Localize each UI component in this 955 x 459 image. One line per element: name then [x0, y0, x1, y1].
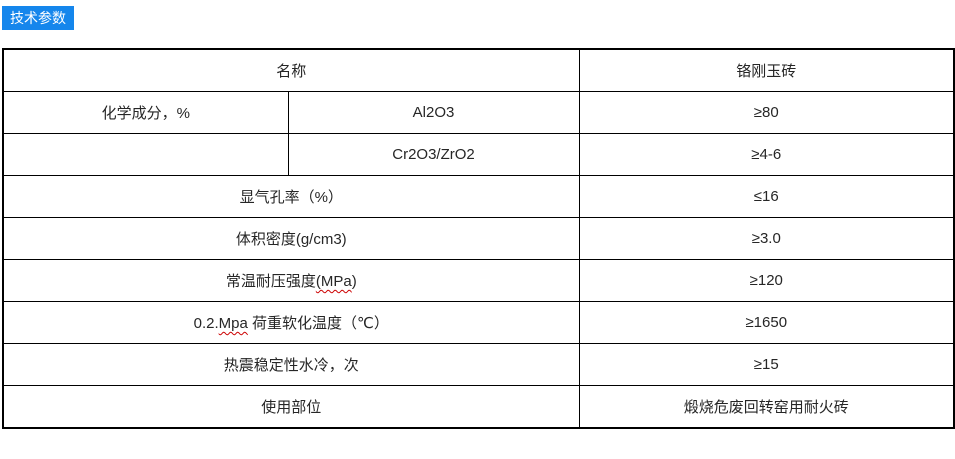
- chemistry-al2o3-value-cell: ≥80: [578, 91, 955, 134]
- porosity-label-cell: 显气孔率（%）: [2, 175, 580, 218]
- table-row-chemistry-cr2o3: Cr2O3/ZrO2 ≥4-6: [2, 133, 955, 176]
- header-product-cell: 铬刚玉砖: [578, 48, 955, 92]
- density-value-cell: ≥3.0: [578, 217, 955, 260]
- softening-label-suffix-text: 荷重软化温度（℃）: [247, 315, 389, 332]
- ccs-label-spellcheck-text: (MPa: [315, 273, 352, 290]
- application-value-cell: 煅烧危废回转窑用耐火砖: [578, 385, 955, 429]
- softening-label-prefix-text: 0.2.: [193, 315, 219, 332]
- table-row-chemistry-al2o3: 化学成分，% Al2O3 ≥80: [2, 91, 955, 134]
- porosity-value-cell: ≤16: [578, 175, 955, 218]
- technical-parameters-table: 名称 铬刚玉砖 化学成分，% Al2O3 ≥80 Cr2O3/ZrO2 ≥4-6…: [2, 48, 955, 429]
- density-label-cell: 体积密度(g/cm3): [2, 217, 580, 260]
- table-row-porosity: 显气孔率（%） ≤16: [2, 175, 955, 218]
- ccs-label-text: 常温耐压强度: [225, 273, 316, 290]
- softening-value-cell: ≥1650: [578, 301, 955, 344]
- softening-label-spellcheck-text: Mpa: [218, 315, 248, 332]
- ccs-value-cell: ≥120: [578, 259, 955, 302]
- chemistry-label-cell: 化学成分，%: [2, 91, 289, 134]
- softening-label-cell: 0.2.Mpa 荷重软化温度（℃）: [2, 301, 580, 344]
- chemistry-cr2o3-component-cell: Cr2O3/ZrO2: [287, 133, 580, 176]
- chemistry-cr2o3-value-cell: ≥4-6: [578, 133, 955, 176]
- chemistry-empty-cell: [2, 133, 289, 176]
- chemistry-al2o3-component-cell: Al2O3: [287, 91, 580, 134]
- table-row-cold-crushing-strength: 常温耐压强度(MPa) ≥120: [2, 259, 955, 302]
- table-row-density: 体积密度(g/cm3) ≥3.0: [2, 217, 955, 260]
- section-badge-technical-parameters: 技术参数: [2, 6, 74, 30]
- thermal-shock-label-cell: 热震稳定性水冷，次: [2, 343, 580, 386]
- table-row-header: 名称 铬刚玉砖: [2, 48, 955, 92]
- thermal-shock-value-cell: ≥15: [578, 343, 955, 386]
- table-row-thermal-shock: 热震稳定性水冷，次 ≥15: [2, 343, 955, 386]
- application-label-cell: 使用部位: [2, 385, 580, 429]
- table-row-application: 使用部位 煅烧危废回转窑用耐火砖: [2, 385, 955, 429]
- ccs-label-suffix-text: ): [351, 273, 357, 290]
- table-row-softening-temperature: 0.2.Mpa 荷重软化温度（℃） ≥1650: [2, 301, 955, 344]
- header-name-cell: 名称: [2, 48, 580, 92]
- ccs-label-cell: 常温耐压强度(MPa): [2, 259, 580, 302]
